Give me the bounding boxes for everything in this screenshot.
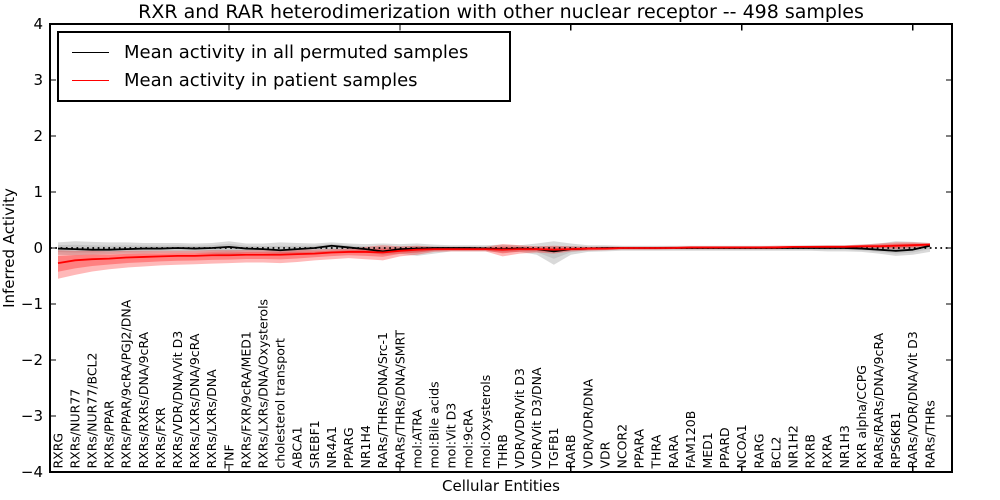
x-category-label: THRA	[649, 434, 664, 469]
patient-band-outer	[58, 242, 930, 279]
x-category-label: BCL2	[768, 436, 783, 468]
x-category-label: RARs/THRs/DNA/Src-1	[375, 332, 390, 468]
x-category-label: RARG	[751, 433, 766, 468]
x-category-label: RXRs/FXR/9cRA/MED1	[238, 331, 253, 468]
x-category-label: RXRB	[803, 434, 818, 469]
x-category-label: RXRs/PPAR/9cRA/PGJ2/DNA	[119, 299, 134, 468]
legend-entry-label: Mean activity in all permuted samples	[124, 41, 469, 63]
x-category-label: MED1	[700, 432, 715, 468]
x-category-label: NCOR2	[615, 424, 630, 469]
x-category-label: RARs/THRs/DNA/SMRT	[392, 330, 407, 469]
legend-entry: Mean activity in patient samples	[72, 66, 496, 94]
x-category-label: mol:9cRA	[461, 409, 476, 469]
x-category-label: RXR alpha/CCPG	[854, 365, 869, 468]
y-tick-label: −1	[21, 295, 43, 313]
y-tick-label: 2	[33, 127, 43, 145]
x-category-label: RARB	[563, 435, 578, 469]
x-category-label: mol:Vit D3	[444, 403, 459, 469]
y-tick-label: −2	[21, 351, 43, 369]
x-category-label: VDR	[597, 441, 612, 468]
x-category-label: mol:ATRA	[409, 409, 424, 469]
x-category-label: VDR/VDR/Vit D3	[512, 368, 527, 468]
x-category-label: RXRG	[50, 433, 65, 469]
x-category-label: PPARG	[341, 427, 356, 468]
legend-entry: Mean activity in all permuted samples	[72, 38, 496, 66]
legend-entry-label: Mean activity in patient samples	[124, 69, 418, 91]
x-category-label: TGFB1	[546, 427, 561, 469]
x-category-label: RARs/RARs/DNA/9cRA	[871, 332, 886, 468]
x-category-label: RXRs/FXR	[153, 407, 168, 468]
x-category-label: RXRs/LXRs/DNA/9cRA	[187, 333, 202, 468]
y-tick-label: −3	[21, 407, 43, 425]
x-category-label: RXRs/NUR77	[67, 389, 82, 469]
x-category-label: RXRs/LXRs/DNA	[204, 369, 219, 469]
x-category-label: VDR/VDR/DNA	[580, 378, 595, 468]
patient-mean-line	[57, 243, 931, 265]
x-category-label: RXRs/RXRs/DNA/9cRA	[136, 331, 151, 468]
legend-line-sample	[72, 79, 109, 81]
legend: Mean activity in all permuted samples Mea…	[57, 31, 511, 102]
x-category-label: VDR/Vit D3/DNA	[529, 367, 544, 468]
x-category-label: RARs/THRs	[922, 400, 937, 468]
x-category-label: NR1H2	[786, 425, 801, 468]
x-category-label: TNF	[221, 444, 236, 469]
x-category-label: RXRA	[820, 434, 835, 468]
x-category-label: cholesterol transport	[273, 338, 288, 469]
y-tick-label: 1	[33, 183, 43, 201]
x-category-label: NR1H4	[358, 425, 373, 468]
x-category-label: FAM120B	[683, 411, 698, 469]
x-category-label: NR4A1	[324, 426, 339, 469]
x-category-label: RXRs/PPAR	[102, 400, 117, 468]
legend-line-sample	[72, 51, 109, 53]
x-category-label: RXRs/VDR/DNA/Vit D3	[170, 331, 185, 469]
x-category-label: RXRs/LXRs/DNA/Oxysterols	[255, 299, 270, 469]
x-category-label: NR1H3	[837, 425, 852, 468]
x-category-label: PPARD	[717, 427, 732, 468]
y-tick-label: 3	[33, 71, 43, 89]
x-category-label: THRB	[495, 434, 510, 469]
y-tick-label: −4	[21, 463, 43, 481]
x-category-label: NCOA1	[734, 424, 749, 468]
chart-title: RXR and RAR heterodimerization with othe…	[138, 1, 864, 23]
x-category-label: mol:Bile acids	[426, 381, 441, 468]
y-tick-label: 0	[33, 239, 43, 257]
y-tick-label: 4	[33, 15, 43, 33]
x-category-label: RXRs/NUR77/BCL2	[84, 353, 99, 469]
x-category-label: PPARA	[632, 428, 647, 468]
x-category-label: mol:Oxysterols	[478, 375, 493, 469]
x-category-label: RARA	[666, 435, 681, 469]
x-category-label: RPS6KB1	[888, 412, 903, 469]
x-axis-label: Cellular Entities	[442, 477, 560, 495]
x-category-label: ABCA1	[290, 426, 305, 468]
x-category-label: SREBF1	[307, 420, 322, 468]
x-category-label: RARs/VDR/DNA/Vit D3	[905, 331, 920, 468]
